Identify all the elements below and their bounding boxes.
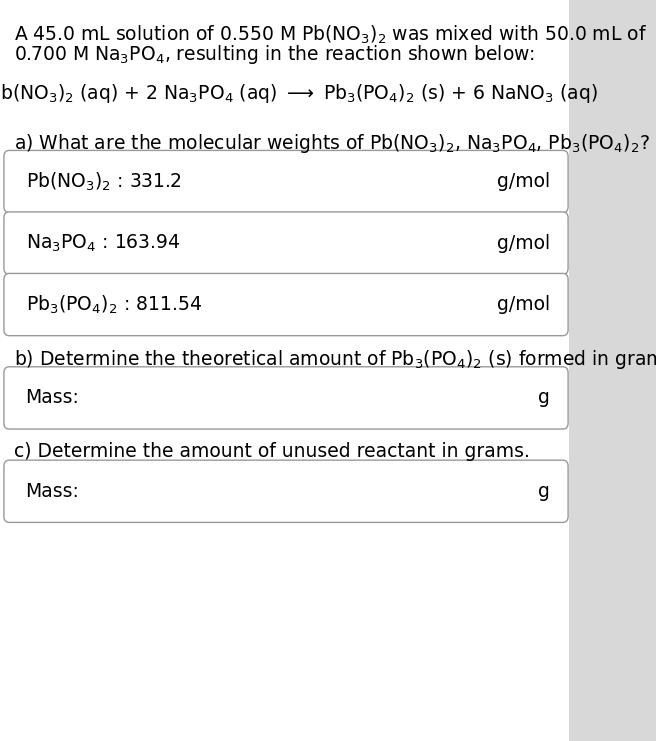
FancyBboxPatch shape: [4, 460, 568, 522]
FancyBboxPatch shape: [4, 212, 568, 274]
Text: 0.700 M Na$_3$PO$_4$, resulting in the reaction shown below:: 0.700 M Na$_3$PO$_4$, resulting in the r…: [14, 43, 535, 66]
Text: c) Determine the amount of unused reactant in grams.: c) Determine the amount of unused reacta…: [14, 442, 530, 461]
Text: g/mol: g/mol: [497, 233, 550, 253]
FancyBboxPatch shape: [0, 0, 569, 741]
Text: 3 Pb(NO$_3$)$_2$ (aq) + 2 Na$_3$PO$_4$ (aq) $\longrightarrow$ Pb$_3$(PO$_4$)$_2$: 3 Pb(NO$_3$)$_2$ (aq) + 2 Na$_3$PO$_4$ (…: [0, 82, 598, 104]
Text: Pb$_3$(PO$_4$)$_2$ : 811.54: Pb$_3$(PO$_4$)$_2$ : 811.54: [26, 293, 201, 316]
Text: g/mol: g/mol: [497, 295, 550, 314]
FancyBboxPatch shape: [4, 273, 568, 336]
Text: Na$_3$PO$_4$ : 163.94: Na$_3$PO$_4$ : 163.94: [26, 233, 180, 253]
FancyBboxPatch shape: [4, 150, 568, 213]
Text: Mass:: Mass:: [26, 482, 79, 501]
Text: a) What are the molecular weights of Pb(NO$_3$)$_2$, Na$_3$PO$_4$, Pb$_3$(PO$_4$: a) What are the molecular weights of Pb(…: [14, 132, 650, 155]
FancyBboxPatch shape: [4, 367, 568, 429]
Text: b) Determine the theoretical amount of Pb$_3$(PO$_4$)$_2$ (s) formed in grams.: b) Determine the theoretical amount of P…: [14, 348, 656, 371]
Text: Pb(NO$_3$)$_2$ : 331.2: Pb(NO$_3$)$_2$ : 331.2: [26, 170, 181, 193]
Text: Mass:: Mass:: [26, 388, 79, 408]
Text: g/mol: g/mol: [497, 172, 550, 191]
Text: A 45.0 mL solution of 0.550 M Pb(NO$_3$)$_2$ was mixed with 50.0 mL of: A 45.0 mL solution of 0.550 M Pb(NO$_3$)…: [14, 24, 647, 46]
Text: g: g: [538, 388, 550, 408]
Text: g: g: [538, 482, 550, 501]
